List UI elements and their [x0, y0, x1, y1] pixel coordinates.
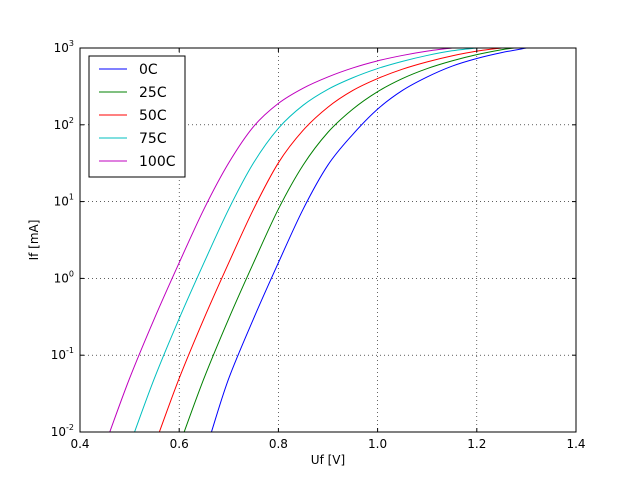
series-line-50C [158, 47, 502, 433]
x-tick-label: 1.2 [467, 437, 486, 451]
x-tick-label: 1.0 [368, 437, 387, 451]
series-line-100C [109, 47, 453, 433]
legend: 0C 25C 50C 75C 100C [88, 55, 186, 178]
series-line-25C [183, 47, 515, 433]
legend-label-25C: 25C [139, 85, 167, 101]
series-lines [109, 47, 527, 433]
y-tick-label: 101 [54, 193, 74, 209]
x-axis-label: Uf [V] [311, 453, 345, 467]
y-tick-label: 100 [54, 269, 74, 285]
axis-ticks [79, 47, 577, 433]
y-tick-label: 10-2 [51, 423, 74, 439]
series-line-0C [210, 47, 527, 433]
x-tick-label: 0.8 [269, 437, 288, 451]
y-axis-label: If [mA] [27, 220, 41, 261]
tick-labels: 0.4 0.6 0.8 1.0 1.2 1.4 10-2 10-1 100 101 102 103 [51, 39, 586, 451]
legend-label-75C: 75C [139, 131, 167, 147]
y-tick-label: 103 [54, 39, 74, 55]
y-tick-label: 102 [54, 116, 74, 132]
y-tick-label: 10-1 [51, 346, 74, 362]
plot-frame [79, 47, 577, 433]
x-tick-label: 1.4 [566, 437, 585, 451]
x-tick-label: 0.6 [170, 437, 189, 451]
legend-box [88, 55, 186, 178]
legend-label-0C: 0C [139, 62, 158, 78]
x-tick-label: 0.4 [70, 437, 89, 451]
legend-label-50C: 50C [139, 108, 167, 124]
legend-label-100C: 100C [139, 154, 176, 170]
series-line-75C [134, 47, 477, 433]
